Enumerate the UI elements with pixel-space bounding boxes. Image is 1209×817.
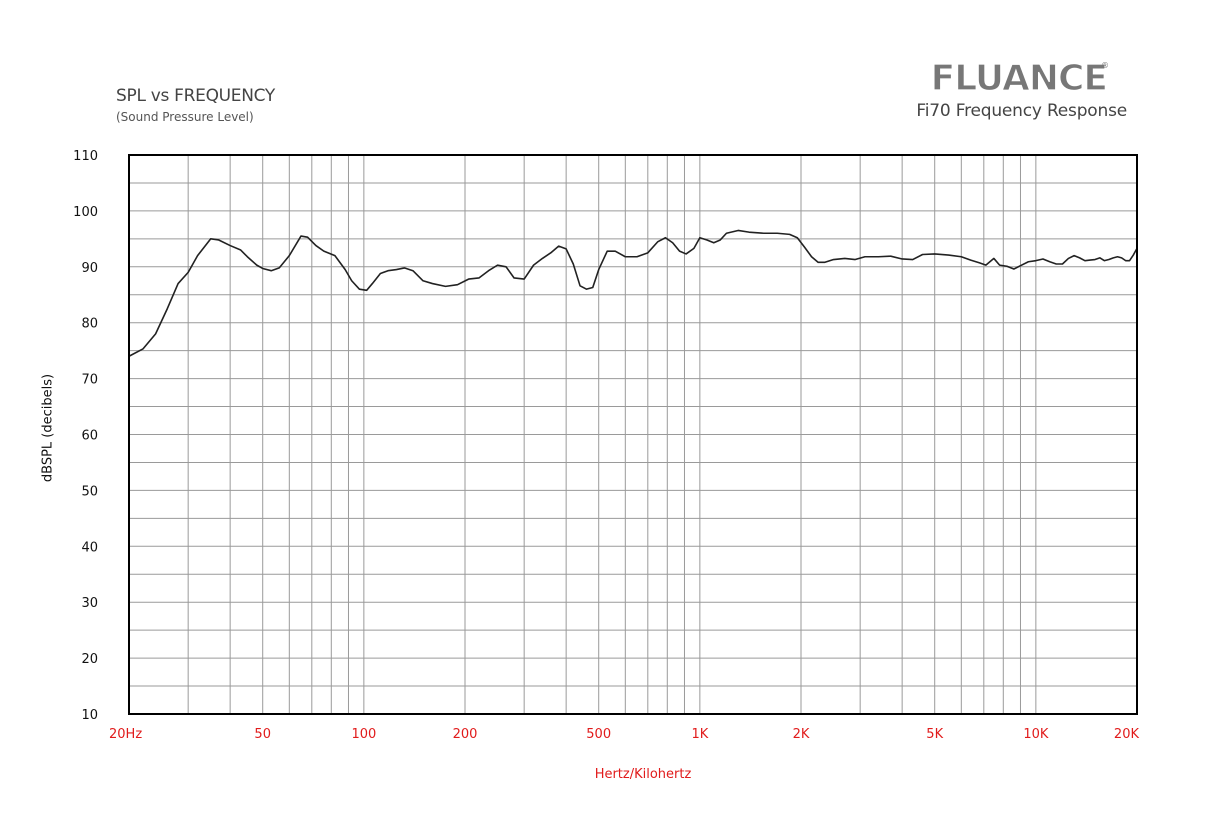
x-tick-label: 200	[453, 727, 478, 742]
x-tick-label: 20Hz	[109, 727, 142, 742]
x-tick-label: 50	[254, 727, 271, 742]
chart-title: SPL vs FREQUENCY	[116, 86, 276, 106]
y-tick-label: 60	[81, 429, 98, 444]
y-tick-label: 40	[81, 540, 98, 555]
product-title: Fi70 Frequency Response	[916, 101, 1127, 121]
response-curve-line	[128, 229, 1138, 358]
x-tick-label: 5K	[926, 727, 943, 742]
y-tick-label: 80	[81, 317, 98, 332]
response-curve-layer	[128, 229, 1138, 358]
y-tick-label: 110	[73, 149, 98, 164]
x-axis-label: Hertz/Kilohertz	[594, 767, 692, 782]
y-tick-label: 70	[81, 373, 98, 388]
y-axis-label: dBSPL (decibels)	[40, 373, 56, 483]
y-tick-labels: 110 100 90 80 70 60 50 40 30 20 10	[73, 149, 98, 723]
y-tick-label: 10	[81, 708, 98, 723]
y-tick-label: 30	[81, 596, 98, 611]
registered-mark: ®	[1101, 61, 1109, 70]
plot-frame	[128, 154, 1138, 715]
x-tick-label: 2K	[793, 727, 810, 742]
logo-wordmark: FLUANCE	[931, 58, 1107, 96]
x-tick-label: 100	[351, 727, 376, 742]
x-tick-label: 1K	[691, 727, 708, 742]
chart-subtitle: (Sound Pressure Level)	[116, 110, 254, 124]
fluance-logo: FLUANCE ®	[930, 57, 1109, 96]
y-tick-label: 50	[81, 484, 98, 499]
x-tick-labels: 20Hz 50 100 200 500 1K 2K 5K 10K 20K	[109, 727, 1139, 742]
x-tick-label: 10K	[1023, 727, 1049, 742]
x-tick-label: 20K	[1114, 727, 1140, 742]
y-tick-label: 90	[81, 261, 98, 276]
y-tick-label: 100	[73, 205, 98, 220]
grid-lines	[128, 154, 1138, 715]
x-tick-label: 500	[586, 727, 611, 742]
y-tick-label: 20	[81, 652, 98, 667]
